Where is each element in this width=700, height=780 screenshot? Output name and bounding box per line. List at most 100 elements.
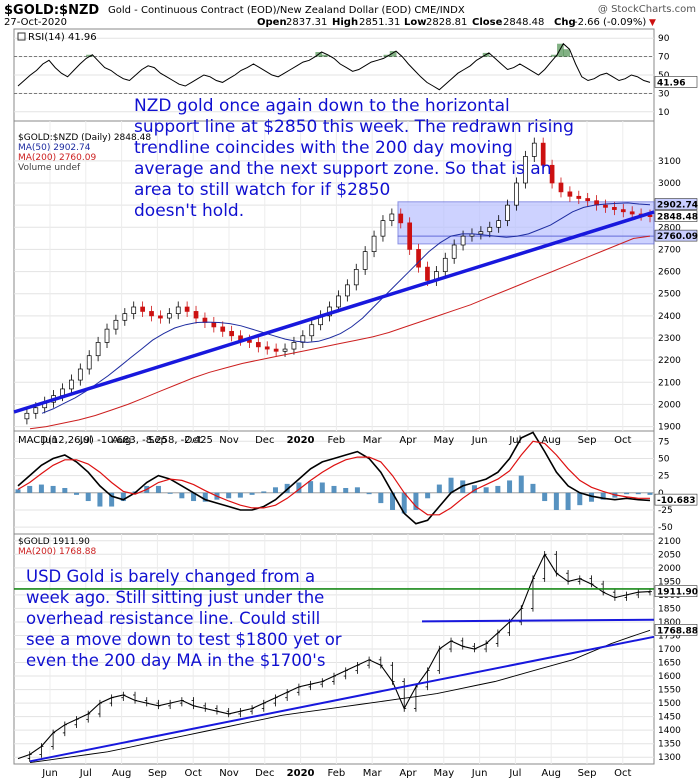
y-tick-label: 1800 xyxy=(658,618,681,628)
candle-body xyxy=(282,348,288,352)
candle-body xyxy=(585,198,591,202)
candle-body xyxy=(149,311,154,317)
macd-histogram-bar xyxy=(600,492,606,500)
x-tick-label: Apr xyxy=(399,768,417,779)
x-tick-label: May xyxy=(433,435,454,446)
macd-histogram-bar xyxy=(542,492,548,502)
nzd-legend-volume: Volume undef xyxy=(18,163,81,173)
macd-histogram-bar xyxy=(354,487,360,493)
usd-annotation-line: USD Gold is barely changed from a xyxy=(26,567,315,586)
candle-body xyxy=(460,235,466,246)
candle-body xyxy=(140,306,145,312)
y-tick-label: 1300 xyxy=(658,753,681,763)
macd-histogram-bar xyxy=(296,482,302,493)
y-tick-label: 2700 xyxy=(658,245,681,255)
candle-body xyxy=(478,231,484,235)
nzd-annotation-line: average and the next support zone. So th… xyxy=(134,159,552,179)
axis-layer: 907050301041.963100300029002800270026002… xyxy=(41,34,698,779)
ma50-line xyxy=(41,202,651,414)
candle-body xyxy=(540,142,546,166)
macd-histogram-bar xyxy=(483,487,489,493)
x-tick-label: Oct xyxy=(614,768,631,779)
macd-histogram-bar xyxy=(436,484,442,493)
y-tick-label: 2600 xyxy=(658,268,681,278)
y-tick-label: 1450 xyxy=(658,713,681,723)
x-tick-label: Jul xyxy=(79,768,92,779)
candle-body xyxy=(531,142,537,157)
nzd-annotation-line: trendline coincides with the 200 day mov… xyxy=(134,138,513,158)
macd-histogram-bar xyxy=(413,492,419,510)
usd-trendline xyxy=(29,635,655,763)
macd-histogram-bar xyxy=(343,487,349,493)
y-tick-label: 70 xyxy=(658,53,670,63)
macd-histogram-bar xyxy=(155,485,161,493)
usd-price-label: 1911.90 xyxy=(657,588,698,598)
macd-histogram-bar xyxy=(577,492,583,506)
x-tick-label: Sep xyxy=(578,435,597,446)
x-tick-label: Sep xyxy=(578,768,597,779)
x-tick-label: Jun xyxy=(471,768,488,779)
y-tick-label: 75 xyxy=(658,437,669,447)
y-tick-label: 50 xyxy=(658,454,670,464)
nzd-price-label: 2902.74 xyxy=(657,201,698,211)
macd-histogram-bar xyxy=(179,492,185,499)
candle-body xyxy=(220,326,226,332)
candle-body xyxy=(291,342,297,350)
x-tick-label: 2020 xyxy=(287,435,315,446)
candle-body xyxy=(567,191,573,197)
macd-histogram-bar xyxy=(167,492,173,494)
nzd-annotation-line: area to still watch for if $2850 xyxy=(134,180,390,200)
x-tick-label: Jun xyxy=(41,435,58,446)
candle-body xyxy=(264,346,270,350)
rsi-current-label: 41.96 xyxy=(657,78,685,88)
candle-body xyxy=(131,306,137,314)
candle-body xyxy=(487,226,493,233)
y-tick-label: -25 xyxy=(658,506,673,516)
candle-body xyxy=(523,156,528,184)
y-tick-label: 1950 xyxy=(658,577,681,587)
ohlc-high-label: High xyxy=(332,17,358,28)
y-tick-label: 1700 xyxy=(658,645,681,655)
macd-histogram-bar xyxy=(425,492,431,499)
usd-annotation: USD Gold is barely changed from a week a… xyxy=(26,567,342,670)
candle-body xyxy=(158,315,163,319)
macd-histogram-bar xyxy=(507,480,513,493)
macd-histogram-bar xyxy=(624,492,630,495)
support-zone xyxy=(397,201,655,237)
candle-body xyxy=(514,182,519,206)
rsi-legend: RSI(14) 41.96 xyxy=(17,32,97,43)
macd-histogram-bar xyxy=(191,492,197,502)
ohlc-close-label: Close xyxy=(472,17,503,28)
candle-body xyxy=(505,204,510,221)
x-tick-label: Aug xyxy=(541,768,561,779)
nzd-trendline xyxy=(13,210,655,414)
rsi-current-label-box xyxy=(654,76,698,88)
x-tick-label: Feb xyxy=(328,768,346,779)
ohlc-open-label: Open xyxy=(257,17,287,28)
candle-body xyxy=(389,213,395,221)
candle-body xyxy=(612,207,617,210)
ohlc-high: 2851.31 xyxy=(359,17,400,28)
y-tick-label: 10 xyxy=(658,108,670,118)
y-tick-label: 1850 xyxy=(658,604,681,614)
candle-body xyxy=(380,220,386,237)
rsi-overbought-fill xyxy=(550,54,558,57)
macd-histogram-bar xyxy=(401,492,407,514)
x-tick-label: Aug xyxy=(541,435,561,446)
nzd-legend-symbol: $GOLD:$NZD (Daily) 2848.48 xyxy=(18,133,151,143)
y-tick-label: 2300 xyxy=(658,334,681,344)
x-tick-label: Mar xyxy=(363,435,383,446)
candle-body xyxy=(345,284,350,297)
usd-price-label-box xyxy=(654,624,698,636)
x-tick-label: Nov xyxy=(219,435,239,446)
usd-ma200-line xyxy=(29,629,651,764)
macd-histogram-bar xyxy=(471,485,477,493)
y-tick-label: 1400 xyxy=(658,726,681,736)
support-zone-lower xyxy=(397,235,655,245)
macd-histogram-bar xyxy=(378,492,384,504)
nzd-price-label: 2848.48 xyxy=(657,213,698,223)
x-tick-label: Jul xyxy=(508,435,521,446)
watermark: @ StockCharts.com xyxy=(598,4,696,15)
chart-header: $GOLD:$NZD Gold - Continuous Contract (E… xyxy=(4,3,696,28)
macd-histogram-bar xyxy=(27,485,33,493)
